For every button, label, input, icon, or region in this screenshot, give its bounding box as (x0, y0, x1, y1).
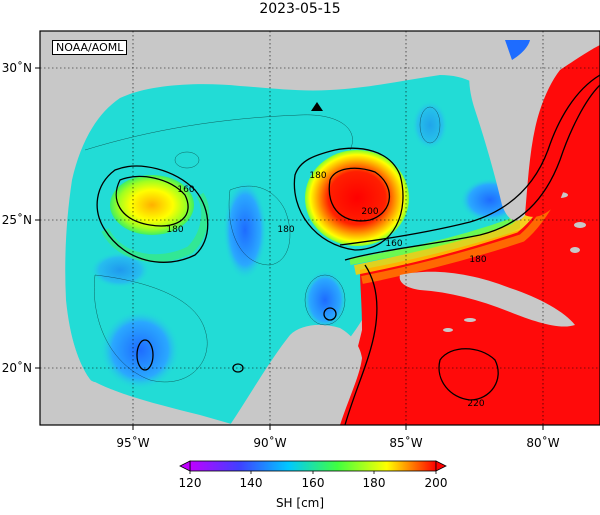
colorbar-max-arrow-icon (435, 460, 447, 472)
contour-line (419, 106, 441, 144)
x-tick-label: 95˚W (116, 435, 149, 450)
yucatan-land (230, 324, 362, 425)
x-tick-label: 85˚W (389, 435, 422, 450)
y-tick-label: 30˚N (2, 60, 32, 75)
contour-line (339, 74, 600, 246)
colorbar-ticks (189, 471, 437, 474)
colorbar-min-arrow-icon (179, 460, 191, 472)
island (574, 222, 586, 228)
cold-patch (303, 270, 347, 330)
credit-label: NOAA/AOML (52, 40, 128, 55)
island (570, 247, 580, 253)
map-frame (39, 30, 600, 426)
contour-line (115, 175, 189, 227)
island (464, 318, 476, 322)
contour-label: 160 (385, 239, 402, 249)
triangle-marker-icon (311, 102, 323, 111)
colorbar-tick-label: 200 (425, 476, 448, 490)
contour-label-group: 160 180 180 180 200 160 180 220 (166, 171, 486, 409)
y-tick-label: 25˚N (2, 212, 32, 227)
cuba-land (399, 271, 575, 327)
florida-land (469, 70, 528, 221)
colorbar: 120 140 160 180 200 (179, 460, 448, 490)
contour-line (344, 264, 378, 425)
graticule (40, 31, 600, 425)
contour-line (344, 84, 600, 261)
contour-label: 180 (277, 225, 294, 235)
us-coastline-land (40, 31, 600, 385)
colorbar-unit-label: SH [cm] (275, 496, 325, 510)
cold-patch (223, 180, 267, 280)
contour-line (174, 151, 200, 169)
contour-line (96, 165, 209, 263)
contour-label: 180 (469, 255, 486, 265)
contour-line (304, 274, 346, 326)
contour-line (323, 307, 337, 321)
colorbar-gradient (189, 460, 437, 472)
warm-eddy (305, 150, 409, 246)
cold-patch (412, 100, 448, 150)
axis-ticks (35, 67, 544, 430)
contour-line (328, 167, 391, 222)
x-tick-label: 90˚W (253, 435, 286, 450)
contour-lines (96, 74, 600, 425)
contour-line (438, 348, 499, 401)
contour-label: 180 (309, 171, 326, 181)
contour-label: 220 (467, 399, 484, 409)
island (443, 328, 453, 332)
contour-label: 160 (177, 185, 194, 195)
colorbar-tick-label: 180 (363, 476, 386, 490)
contour-line (136, 339, 154, 371)
y-tick-label: 20˚N (2, 360, 32, 375)
mexico-south-land (40, 380, 235, 425)
atlantic-water (525, 45, 600, 217)
colorbar-tick-label: 120 (179, 476, 202, 490)
contour-label: 200 (361, 207, 378, 217)
map-title: 2023-05-15 (259, 1, 341, 17)
cold-patch (100, 310, 180, 390)
colorbar-tick-label: 160 (302, 476, 325, 490)
atlantic-cold-edge (505, 40, 530, 60)
x-tick-label: 80˚W (526, 435, 559, 450)
colorbar-tick-label: 140 (240, 476, 263, 490)
contour-line (293, 147, 404, 251)
contour-label: 180 (166, 225, 183, 235)
contour-line (94, 274, 208, 382)
cold-patch (90, 252, 150, 288)
